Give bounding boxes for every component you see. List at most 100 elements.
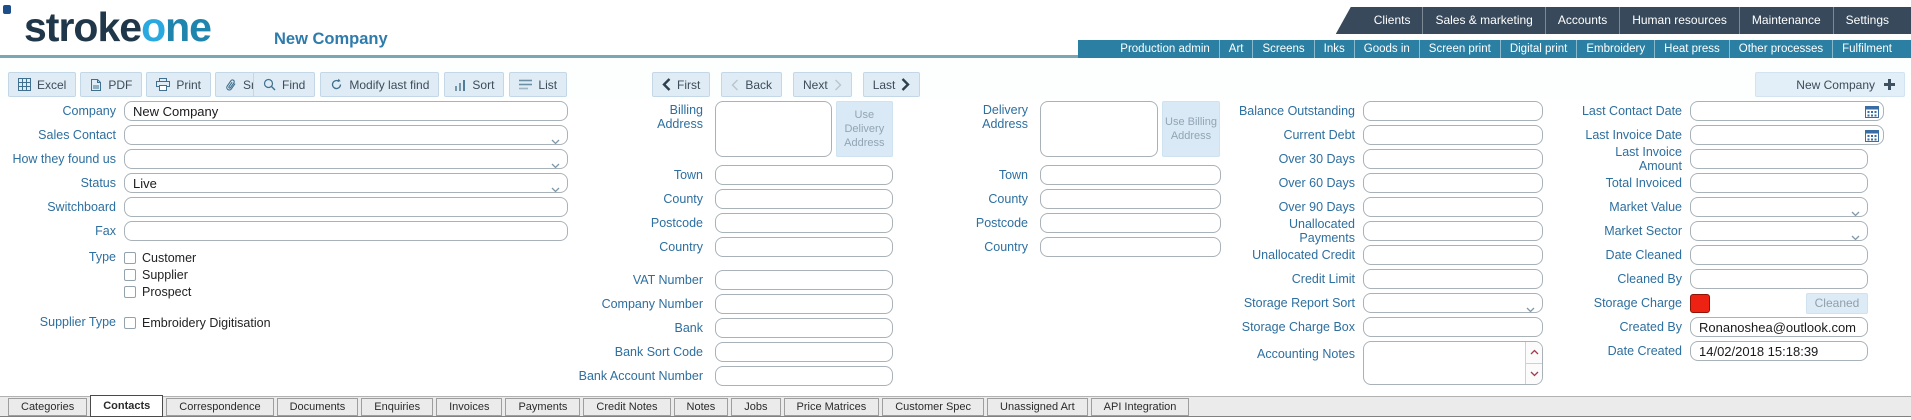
- billing-country-input[interactable]: [715, 237, 893, 257]
- nav-item-art[interactable]: Art: [1218, 40, 1253, 58]
- vat-number-input[interactable]: [715, 270, 893, 290]
- tab-enquiries[interactable]: Enquiries: [361, 398, 434, 416]
- nav-item-maintenance[interactable]: Maintenance: [1738, 7, 1833, 34]
- nav-item-digital-print[interactable]: Digital print: [1499, 40, 1577, 58]
- excel-button[interactable]: Excel: [8, 72, 77, 97]
- nav-item-accounts[interactable]: Accounts: [1544, 7, 1619, 34]
- first-record-button[interactable]: First: [652, 72, 711, 97]
- billing-county-input[interactable]: [715, 189, 893, 209]
- tab-notes[interactable]: Notes: [673, 398, 729, 416]
- balance-outstanding-input[interactable]: [1363, 101, 1543, 121]
- tab-unassigned-art[interactable]: Unassigned Art: [987, 398, 1088, 416]
- created-by-input[interactable]: [1690, 317, 1868, 337]
- use-billing-address-button[interactable]: Use Billing Address: [1162, 101, 1220, 157]
- company-input[interactable]: [124, 101, 568, 121]
- back-record-button[interactable]: Back: [721, 72, 783, 97]
- nav-item-heat-press[interactable]: Heat press: [1654, 40, 1729, 58]
- billing-postcode-input[interactable]: [715, 213, 893, 233]
- tab-invoices[interactable]: Invoices: [436, 398, 503, 416]
- cleaned-by-input[interactable]: [1690, 269, 1868, 289]
- sales-contact-select[interactable]: [124, 125, 568, 145]
- current-debt-input[interactable]: [1363, 125, 1543, 145]
- total-invoiced-input[interactable]: [1690, 173, 1868, 193]
- sort-button[interactable]: Sort: [444, 72, 505, 97]
- credit-limit-input[interactable]: [1363, 269, 1543, 289]
- tab-categories[interactable]: Categories: [8, 398, 88, 416]
- nav-item-fulfilment[interactable]: Fulfilment: [1832, 40, 1901, 58]
- find-button[interactable]: Find: [253, 72, 316, 97]
- how-found-select[interactable]: [124, 149, 568, 169]
- nav-item-human-resources[interactable]: Human resources: [1619, 7, 1739, 34]
- status-value: Live: [133, 175, 157, 191]
- next-record-button[interactable]: Next: [793, 72, 852, 97]
- tab-jobs[interactable]: Jobs: [731, 398, 781, 416]
- nav-item-screens[interactable]: Screens: [1252, 40, 1313, 58]
- prospect-checkbox[interactable]: [124, 285, 136, 298]
- market-sector-select[interactable]: [1690, 221, 1868, 241]
- status-select[interactable]: Live: [124, 173, 568, 193]
- over-30-days-input[interactable]: [1363, 149, 1543, 169]
- last-contact-date-input[interactable]: [1690, 101, 1884, 121]
- list-button[interactable]: List: [509, 72, 568, 97]
- nav-item-production-admin[interactable]: Production admin: [1120, 43, 1210, 55]
- fax-input[interactable]: [124, 221, 568, 241]
- storage-report-sort-select[interactable]: [1363, 293, 1543, 313]
- nav-item-inks[interactable]: Inks: [1313, 40, 1354, 58]
- billing-town-input[interactable]: [715, 165, 893, 185]
- modify-last-find-button[interactable]: Modify last find: [320, 72, 440, 97]
- delivery-postcode-input[interactable]: [1040, 213, 1221, 233]
- tab-customer-spec[interactable]: Customer Spec: [882, 398, 985, 416]
- embroidery-digitisation-checkbox[interactable]: [124, 316, 136, 329]
- nav-item-embroidery[interactable]: Embroidery: [1576, 40, 1654, 58]
- calendar-icon[interactable]: [1865, 105, 1879, 123]
- last-invoice-amount-input[interactable]: [1690, 149, 1868, 169]
- unallocated-credit-input[interactable]: [1363, 245, 1543, 265]
- billing-address-textarea[interactable]: [715, 101, 832, 157]
- delivery-address-textarea[interactable]: [1040, 101, 1158, 157]
- use-delivery-address-button[interactable]: Use Delivery Address: [835, 101, 893, 157]
- pdf-button[interactable]: PDF: [80, 72, 143, 97]
- nav-item-screen-print[interactable]: Screen print: [1418, 40, 1500, 58]
- bank-sort-code-input[interactable]: [715, 342, 893, 362]
- storage-charge-box-input[interactable]: [1363, 317, 1543, 337]
- company-number-row: Company Number: [578, 292, 893, 316]
- nav-item-other-processes[interactable]: Other processes: [1728, 40, 1832, 58]
- accounting-notes-textarea[interactable]: [1363, 341, 1543, 385]
- new-company-button[interactable]: New Company: [1755, 72, 1905, 97]
- nav-item-clients[interactable]: Clients: [1373, 13, 1411, 27]
- tab-price-matrices[interactable]: Price Matrices: [783, 398, 880, 416]
- bank-input[interactable]: [715, 318, 893, 338]
- tab-correspondence[interactable]: Correspondence: [166, 398, 274, 416]
- bank-account-number-input[interactable]: [715, 366, 893, 386]
- switchboard-input[interactable]: [124, 197, 568, 217]
- scroll-up-button[interactable]: [1526, 342, 1542, 364]
- date-cleaned-input[interactable]: [1690, 245, 1868, 265]
- cleaned-button[interactable]: Cleaned: [1806, 292, 1868, 314]
- nav-item-goods-in[interactable]: Goods in: [1353, 40, 1419, 58]
- tab-api-integration[interactable]: API Integration: [1090, 398, 1190, 416]
- billing-column: Billing Address Use Delivery Address Tow…: [578, 101, 893, 388]
- date-created-input[interactable]: [1690, 341, 1868, 361]
- customer-checkbox[interactable]: [124, 251, 136, 264]
- supplier-checkbox[interactable]: [124, 268, 136, 281]
- tab-payments[interactable]: Payments: [505, 398, 581, 416]
- unallocated-payments-input[interactable]: [1363, 221, 1543, 241]
- tab-documents[interactable]: Documents: [276, 398, 359, 416]
- storage-charge-indicator[interactable]: [1690, 293, 1710, 313]
- company-number-input[interactable]: [715, 294, 893, 314]
- nav-item-sales-marketing[interactable]: Sales & marketing: [1422, 7, 1544, 34]
- over-60-days-input[interactable]: [1363, 173, 1543, 193]
- over-90-days-input[interactable]: [1363, 197, 1543, 217]
- tab-contacts[interactable]: Contacts: [90, 395, 164, 417]
- scroll-down-button[interactable]: [1526, 363, 1542, 384]
- last-invoice-date-input[interactable]: [1690, 125, 1884, 145]
- delivery-town-input[interactable]: [1040, 165, 1221, 185]
- delivery-country-input[interactable]: [1040, 237, 1221, 257]
- market-value-select[interactable]: [1690, 197, 1868, 217]
- calendar-icon[interactable]: [1865, 129, 1879, 147]
- tab-credit-notes[interactable]: Credit Notes: [583, 398, 671, 416]
- nav-item-settings[interactable]: Settings: [1832, 7, 1901, 34]
- print-button[interactable]: Print: [146, 72, 212, 97]
- last-record-button[interactable]: Last: [862, 72, 921, 97]
- delivery-county-input[interactable]: [1040, 189, 1221, 209]
